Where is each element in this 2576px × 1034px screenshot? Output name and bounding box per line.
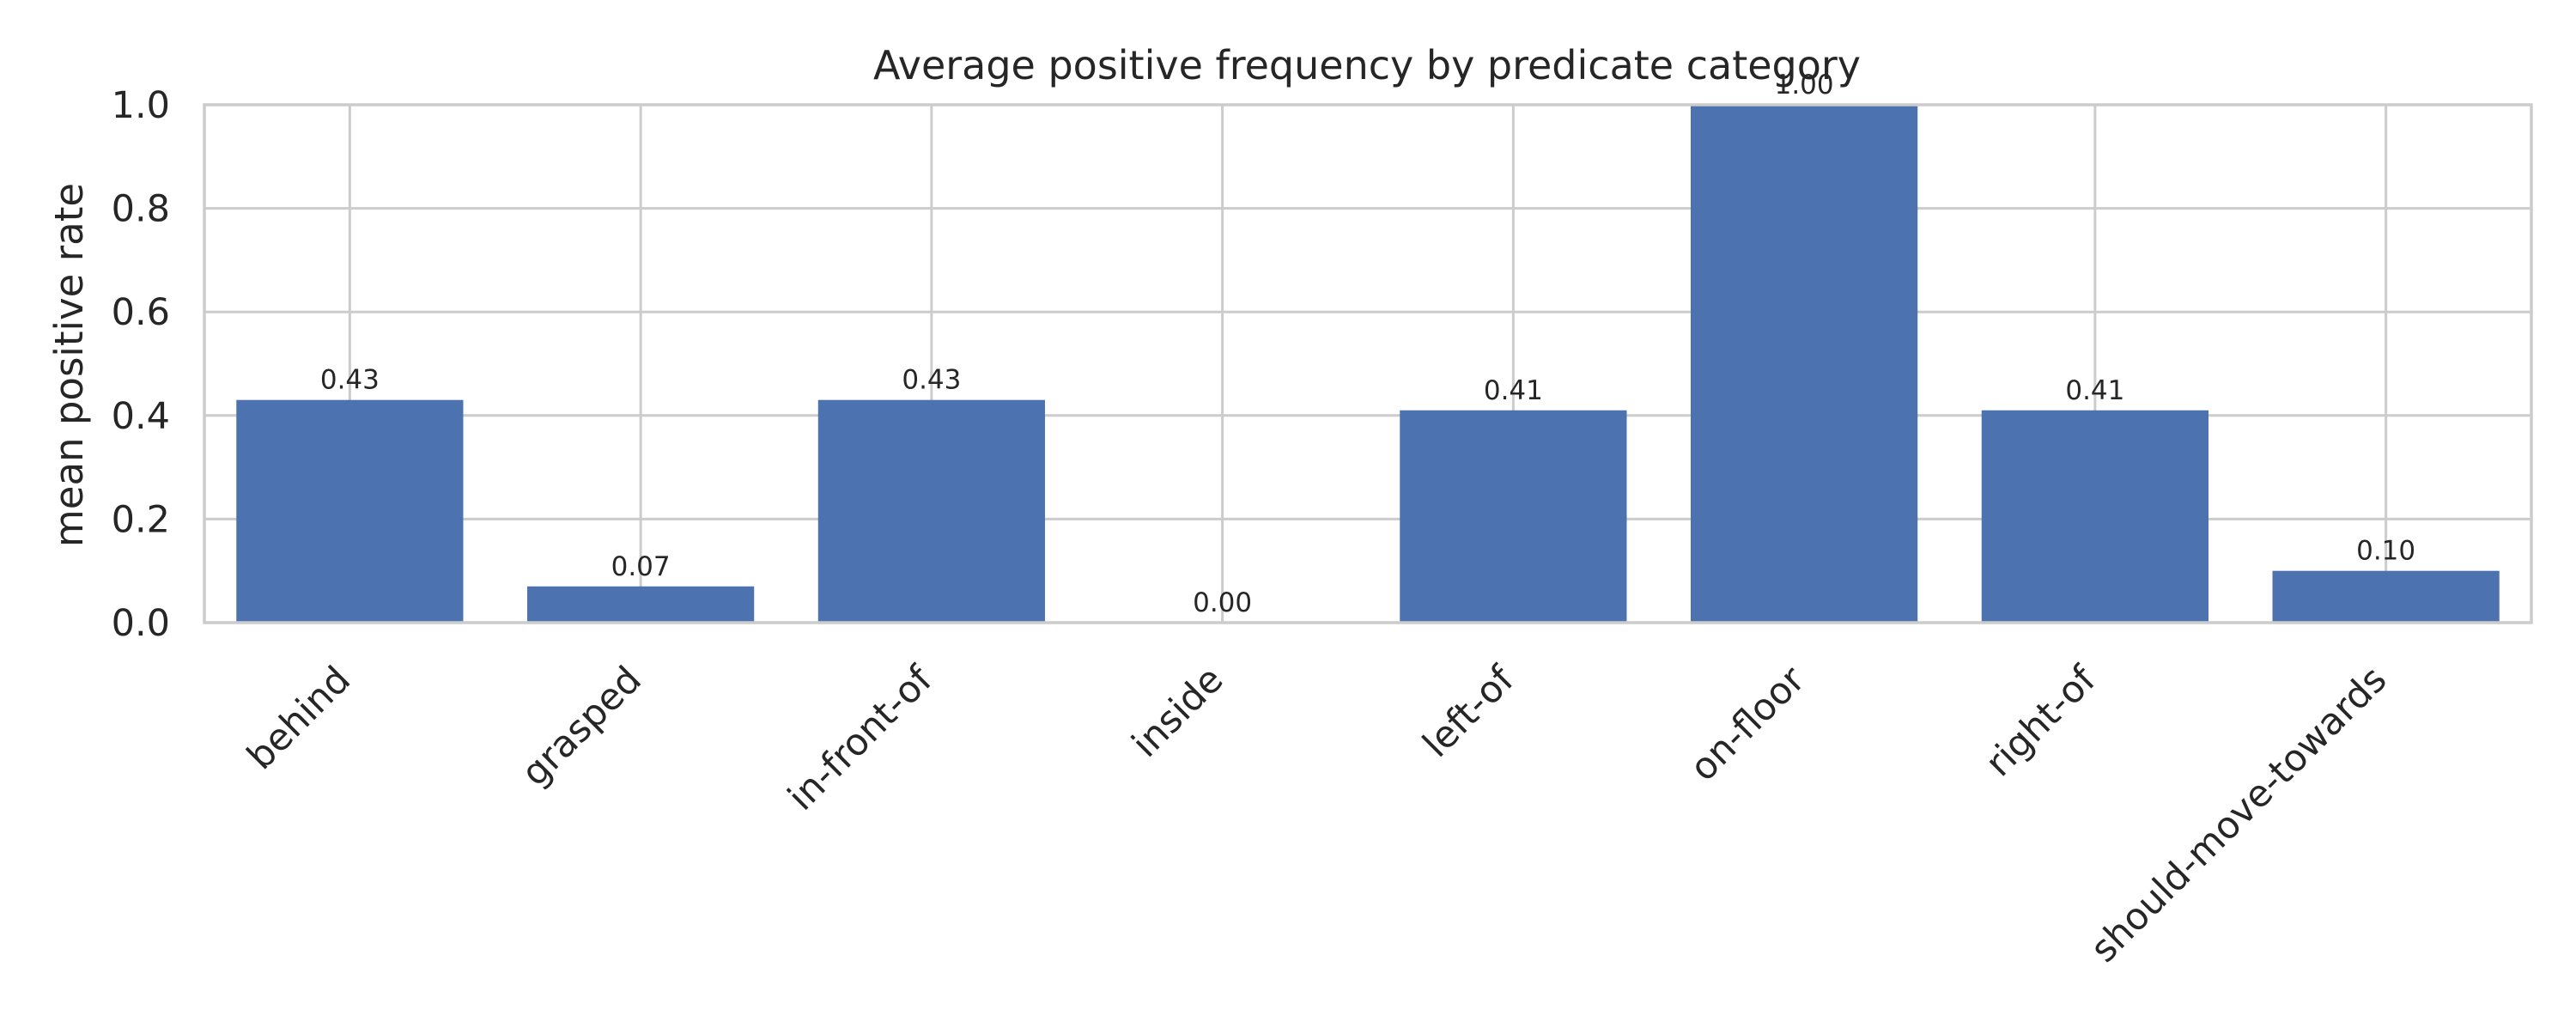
x-tick-label-right-of: right-of (1978, 658, 2105, 785)
y-tick-label: 0.8 (112, 188, 170, 231)
y-tick-layer: 0.0 0.2 0.4 0.6 0.8 1.0 (112, 84, 170, 645)
x-tick-label-should-move-towards: should-move-towards (2082, 658, 2395, 970)
bar-right-of (1981, 410, 2208, 623)
bar-behind (236, 399, 464, 623)
data-label-grasped: 0.07 (611, 551, 671, 582)
y-tick-label: 0.0 (112, 602, 170, 645)
axes-frame (203, 103, 2533, 624)
bar-grasped (527, 586, 755, 623)
x-tick-label-in-front-of: in-front-of (780, 658, 941, 819)
y-tick-label: 1.0 (112, 84, 170, 127)
data-label-in-front-of: 0.43 (902, 365, 961, 396)
bar-should-move-towards (2272, 570, 2500, 623)
data-label-left-of: 0.41 (1484, 375, 1543, 406)
x-tick-label-behind: behind (239, 658, 359, 778)
y-tick-label: 0.2 (112, 498, 170, 541)
bar-on-floor (1691, 105, 1918, 623)
x-tick-label-on-floor: on-floor (1682, 658, 1814, 789)
x-tick-label-inside: inside (1124, 658, 1231, 765)
bar-left-of (1400, 410, 1627, 623)
y-tick-label: 0.6 (112, 291, 170, 334)
chart-title: Average positive frequency by predicate … (873, 42, 1861, 88)
x-tick-layer: behind grasped in-front-of inside left-of on-… (239, 658, 2395, 971)
data-label-layer: 0.43 0.07 0.43 0.00 0.41 1.00 0.41 0.10 (320, 70, 2415, 618)
plot-frame (203, 103, 2533, 624)
data-label-behind: 0.43 (320, 365, 380, 396)
data-label-on-floor: 1.00 (1775, 70, 1834, 100)
y-tick-label: 0.4 (112, 395, 170, 438)
x-tick-label-left-of: left-of (1415, 658, 1523, 766)
data-label-inside: 0.00 (1193, 587, 1252, 618)
data-label-should-move-towards: 0.10 (2356, 536, 2415, 567)
bar-in-front-of (817, 399, 1045, 623)
x-tick-label-grasped: grasped (513, 658, 650, 794)
data-label-right-of: 0.41 (2065, 375, 2124, 406)
bar-layer (236, 105, 2500, 623)
y-axis-label: mean positive rate (46, 183, 92, 547)
